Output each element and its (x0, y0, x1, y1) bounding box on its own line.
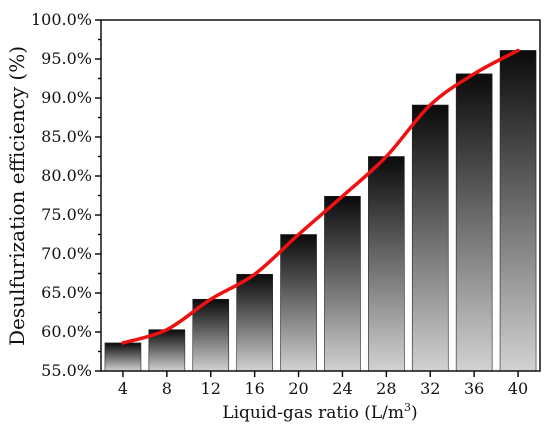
bar-4 (104, 342, 142, 372)
trend-line (121, 48, 520, 345)
bar-40 (499, 50, 537, 372)
y-tick-label: 80.0% (41, 166, 92, 185)
x-axis-label: Liquid-gas ratio (L/m3) (222, 401, 417, 423)
bar-8 (148, 329, 186, 372)
y-tick-label: 95.0% (41, 49, 92, 68)
bars (104, 50, 537, 372)
bar-20 (280, 234, 317, 372)
y-tick-label: 55.0% (41, 361, 92, 380)
y-tick-label: 85.0% (41, 127, 92, 146)
bar-28 (368, 156, 405, 372)
bar-36 (455, 73, 493, 372)
trend-line-layer (121, 48, 520, 345)
bar-12 (192, 298, 230, 372)
x-tick-label: 8 (162, 379, 172, 398)
y-tick-label: 65.0% (41, 283, 92, 302)
y-tick-label: 100.0% (31, 10, 92, 29)
bar-32 (411, 104, 449, 372)
x-tick-label: 32 (420, 379, 440, 398)
x-tick-label: 12 (201, 379, 221, 398)
y-tick-label: 75.0% (41, 205, 92, 224)
x-tick-label: 16 (244, 379, 264, 398)
x-tick-label: 36 (464, 379, 484, 398)
x-tick-label: 4 (118, 379, 128, 398)
y-tick-label: 90.0% (41, 88, 92, 107)
x-tick-label: 28 (376, 379, 396, 398)
bar-24 (324, 195, 361, 372)
x-axis-ticks: 4 8 12 16 20 24 28 32 36 40 (118, 371, 528, 398)
y-axis-label: Desulfurization efficiency (%) (5, 46, 29, 346)
y-tick-label: 70.0% (41, 244, 92, 263)
x-tick-label: 40 (508, 379, 528, 398)
x-tick-label: 24 (332, 379, 352, 398)
y-tick-label: 60.0% (41, 322, 92, 341)
bar-16 (236, 273, 273, 372)
y-axis-ticks: 55.0% 60.0% 65.0% 70.0% 75.0% 80.0% 85.0% 90.0%… (31, 10, 101, 380)
x-tick-label: 20 (288, 379, 308, 398)
